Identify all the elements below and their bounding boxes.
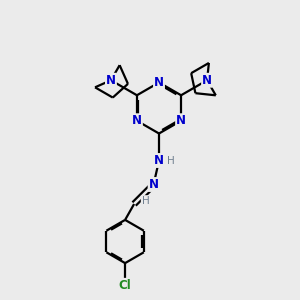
Text: N: N bbox=[106, 74, 116, 87]
Text: N: N bbox=[132, 114, 142, 127]
Text: N: N bbox=[154, 76, 164, 89]
Text: Cl: Cl bbox=[119, 279, 131, 292]
Text: N: N bbox=[148, 178, 159, 191]
Text: N: N bbox=[154, 154, 164, 167]
Text: N: N bbox=[176, 114, 186, 127]
Text: N: N bbox=[202, 74, 212, 87]
Text: H: H bbox=[167, 155, 174, 166]
Text: H: H bbox=[142, 196, 149, 206]
